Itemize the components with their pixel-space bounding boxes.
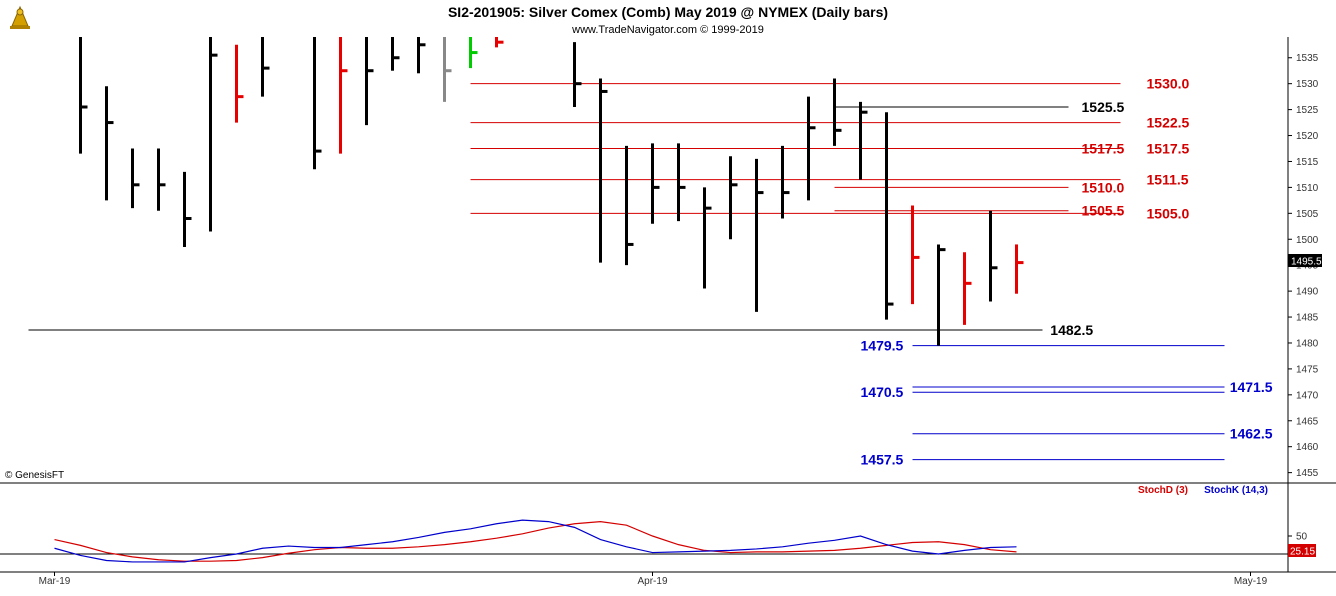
ohlc-bar: [781, 145, 790, 219]
level-label: 1525.5: [1082, 99, 1125, 115]
price-tick-label: 1480: [1296, 338, 1319, 349]
ohlc-bar: [157, 148, 166, 211]
date-tick-label: Apr-19: [637, 576, 667, 587]
level-label: 1462.5: [1230, 426, 1273, 442]
ohlc-bar: [963, 252, 972, 325]
current-price-tag: 1495.5: [1288, 254, 1322, 268]
date-axis: Mar-19 Apr-19 May-19: [39, 572, 1268, 587]
ohlc-bar: [885, 112, 894, 320]
level-label: 1511.5: [1147, 172, 1189, 188]
stoch-series-line: [54, 520, 1017, 562]
level-label: 1505.5: [1082, 203, 1125, 219]
ohlc-bar: [365, 37, 374, 126]
ohlc-bar: [235, 44, 244, 123]
ohlc-bar: [495, 37, 504, 48]
legend-stochk: StochK (14,3): [1204, 485, 1268, 496]
price-tick-label: 1490: [1296, 287, 1319, 298]
ohlc-bar: [261, 37, 270, 97]
price-tick-label: 1525: [1296, 105, 1319, 116]
price-tick-label: 1455: [1296, 468, 1319, 479]
ohlc-bar: [469, 37, 478, 69]
price-tick-label: 1470: [1296, 390, 1319, 401]
level-label: 1479.5: [861, 338, 904, 354]
ohlc-bar: [209, 37, 218, 232]
stoch-tick-label: 50: [1296, 532, 1308, 543]
stoch-series-line: [54, 519, 1017, 563]
price-tick-label: 1485: [1296, 313, 1319, 324]
price-tick-label: 1500: [1296, 235, 1319, 246]
ohlc-bar: [599, 78, 608, 263]
ohlc-bar: [443, 37, 452, 102]
price-tick-label: 1505: [1296, 209, 1319, 220]
level-label: 1482.5: [1050, 322, 1093, 338]
ohlc-bar: [131, 148, 140, 209]
current-price-label: 1495.5: [1291, 257, 1322, 268]
ohlc-bar: [79, 37, 88, 154]
level-label: 1471.5: [1230, 379, 1273, 395]
stoch-lines: [54, 519, 1017, 563]
ohlc-bar: [105, 86, 114, 201]
chart-title: SI2-201905: Silver Comex (Comb) May 2019…: [448, 4, 888, 20]
price-bars: [79, 37, 1024, 346]
level-label: 1470.5: [861, 384, 904, 400]
ohlc-bar: [755, 158, 764, 312]
chart-subtitle: www.TradeNavigator.com © 1999-2019: [571, 24, 764, 36]
ohlc-bar: [339, 37, 348, 154]
stoch-current-label: 25.15: [1290, 547, 1315, 558]
legend-stochd: StochD (3): [1138, 485, 1188, 496]
price-tick-label: 1535: [1296, 53, 1319, 64]
price-tick-label: 1515: [1296, 157, 1319, 168]
copyright-text: © GenesisFT: [5, 470, 64, 481]
price-tick-label: 1475: [1296, 364, 1319, 375]
ohlc-bar: [625, 145, 634, 266]
price-panel: 1455146014651470147514801485149014951500…: [0, 37, 1336, 484]
date-tick-label: Mar-19: [39, 576, 71, 587]
ohlc-bar: [807, 96, 816, 201]
ohlc-bar: [729, 156, 738, 240]
ohlc-bar: [391, 37, 400, 71]
ohlc-bar: [677, 143, 686, 222]
ohlc-bar: [1015, 244, 1024, 294]
stoch-current-tag: 25.15: [1288, 544, 1316, 558]
ohlc-bar: [937, 244, 946, 346]
price-tick-label: 1530: [1296, 79, 1319, 90]
level-label: 1510.0: [1082, 179, 1125, 195]
ohlc-bar: [417, 37, 426, 74]
level-label: 1522.5: [1147, 115, 1190, 131]
ohlc-bar: [989, 210, 998, 302]
level-label: 1530.0: [1147, 76, 1190, 92]
ohlc-bar: [833, 78, 842, 146]
logo-icon: [6, 5, 34, 31]
stochastic-panel: StochD (3) StochK (14,3) 50 25.15: [0, 483, 1336, 573]
ohlc-bar: [911, 205, 920, 305]
ohlc-bar: [703, 187, 712, 289]
price-axis: 1455146014651470147514801485149014951500…: [1288, 53, 1319, 479]
level-label: 1517.5: [1147, 141, 1190, 157]
header: SI2-201905: Silver Comex (Comb) May 2019…: [6, 4, 888, 36]
ohlc-bar: [651, 143, 660, 224]
level-label: 1457.5: [861, 452, 904, 468]
ohlc-bar: [313, 37, 322, 170]
ohlc-bar: [573, 42, 582, 108]
ohlc-bar: [183, 171, 192, 248]
price-tick-label: 1465: [1296, 416, 1319, 427]
price-tick-label: 1460: [1296, 442, 1319, 453]
level-label: 1505.0: [1147, 205, 1190, 221]
price-tick-label: 1520: [1296, 131, 1319, 142]
price-tick-label: 1510: [1296, 183, 1319, 194]
date-tick-label: May-19: [1234, 576, 1268, 587]
ohlc-bar: [859, 101, 868, 180]
stoch-axis: 50: [0, 532, 1308, 555]
